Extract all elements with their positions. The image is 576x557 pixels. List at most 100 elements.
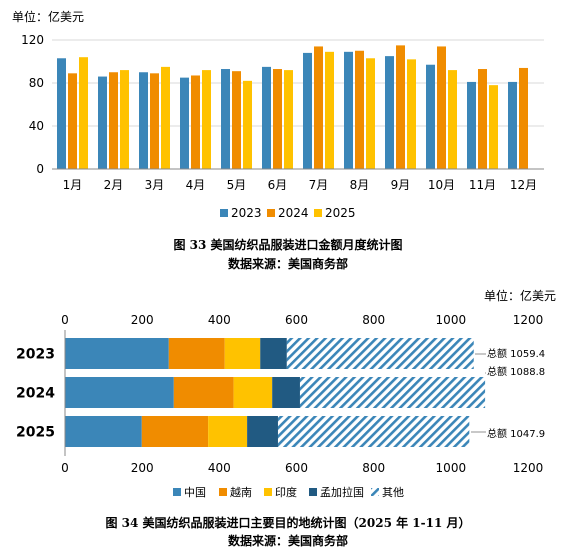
chart1-bar [243,80,252,169]
chart2-bar-segment [233,377,273,408]
chart2-x-tick-label-top: 600 [285,313,308,327]
chart2-category-labels: 2023 2024 2025 [16,347,55,441]
chart1-bar [262,66,271,169]
chart1-bar [437,46,446,170]
chart1-bar [508,81,517,169]
chart2-source: 数据来源：美国商务部 [228,533,348,548]
monthly-import-chart: 单位：亿美元 0 40 80 120 1月 2月 3月 4月 5月 6月 7月 8月 9月 10月 11月… [12,9,544,271]
chart2-bar-segment [65,416,142,447]
chart2-x-tick-label-bottom: 600 [285,461,308,475]
chart1-bar [221,69,230,169]
chart2-legend-swatch [371,488,379,496]
chart1-y-tick-label: 40 [29,119,44,133]
chart2-category-label: 2024 [16,386,55,402]
chart1-caption: 图 33 美国纺织品服装进口金额月度统计图 [173,237,402,252]
chart2-x-tick-label-top: 1200 [513,313,544,327]
chart2-x-tick-label-bottom: 0 [61,461,69,475]
chart1-legend-swatch [220,209,228,217]
chart2-bar-segment [272,377,300,408]
chart2-legend-label: 孟加拉国 [320,485,364,499]
chart1-bar [68,73,77,169]
chart2-bar-segment [247,416,278,447]
chart1-x-tick-label: 4月 [186,178,206,192]
chart1-bar [109,72,118,169]
chart2-legend-swatch [173,488,181,496]
chart1-bar [303,52,312,169]
chart1-bar [191,75,200,169]
chart2-total-label: 总额 1088.8 [487,365,545,378]
chart2-bar-segment [299,377,486,408]
chart2-x-tick-label-bottom: 1200 [513,461,544,475]
chart2-x-tick-label-bottom: 800 [362,461,385,475]
chart2-x-tick-label-top: 1000 [436,313,467,327]
chart1-bar [150,73,159,169]
chart1-bar [366,58,375,169]
chart1-bar [448,70,457,169]
chart1-bar [284,70,293,169]
chart2-unit-label: 单位：亿美元 [484,288,556,303]
chart1-bar [79,57,88,170]
chart1-x-ticks: 1月 2月 3月 4月 5月 6月 7月 8月 9月 10月 11月 12月 [63,178,537,192]
chart1-y-tick-label: 120 [21,33,44,47]
chart2-x-tick-label-bottom: 200 [131,461,154,475]
chart2-total-label: 总额 1059.4 [487,347,545,360]
chart2-bar-segment [141,416,209,447]
chart1-x-tick-label: 12月 [510,178,537,192]
chart1-bar [519,67,528,169]
chart2-bar-segment [65,338,169,369]
chart2-x-tick-label-top: 800 [362,313,385,327]
chart1-bar [344,51,353,170]
chart1-unit-label: 单位：亿美元 [12,9,84,24]
chart2-category-label: 2023 [16,347,55,363]
destination-stacked-chart: 单位：亿美元 0 200 400 600 800 1000 1200 20232024202… [16,288,556,548]
chart2-bar-segment [208,416,248,447]
chart1-bar [180,77,189,169]
chart2-x-tick-label-top: 0 [61,313,69,327]
chart1-source: 数据来源：美国商务部 [228,256,348,271]
chart2-x-ticks-top: 0 200 400 600 800 1000 1200 [61,313,543,327]
chart2-bar-segment [65,377,174,408]
chart2-bars [65,338,486,447]
chart2-total-label: 总额 1047.9 [487,427,545,440]
chart2-x-tick-label-top: 200 [131,313,154,327]
chart2-legend-label: 越南 [230,485,252,499]
chart1-bar [314,46,323,170]
chart2-legend-label: 其他 [382,486,404,499]
chart2-bar-segment [224,338,261,369]
chart1-x-tick-label: 8月 [350,178,370,192]
chart1-x-tick-label: 1月 [63,178,83,192]
chart1-x-tick-label: 7月 [309,178,329,192]
chart2-legend-swatch [219,488,227,496]
chart1-legend-swatch [314,209,322,217]
chart1-bar [98,76,107,169]
chart1-legend-label: 2023 [231,206,262,220]
chart2-x-tick-label-bottom: 1000 [436,461,467,475]
chart1-bar [325,51,334,170]
chart2-bar-segment [173,377,234,408]
chart2-bar-segment [286,338,474,369]
chart2-legend: 中国 越南 印度 孟加拉国 其他 [173,485,404,499]
chart2-x-ticks-bottom: 0 200 400 600 800 1000 1200 [61,461,543,475]
chart1-bar [202,70,211,169]
chart2-legend-label: 中国 [184,486,206,499]
chart1-bar [407,59,416,169]
chart1-bar [139,72,148,169]
chart1-bar [120,70,129,169]
chart2-x-tick-label-bottom: 400 [208,461,231,475]
chart1-x-tick-label: 10月 [428,178,455,192]
chart2-bar-segment [260,338,287,369]
chart1-legend-swatch [267,209,275,217]
chart2-bar-segment [168,338,225,369]
chart2-caption: 图 34 美国纺织品服装进口主要目的地统计图（2025 年 1-11 月） [105,515,470,530]
chart1-bar [232,71,241,169]
chart2-legend-label: 印度 [275,485,297,499]
chart2-total-labels: 总额 1059.4 总额 1088.8 总额 1047.9 [471,347,545,440]
chart1-x-tick-label: 9月 [391,178,411,192]
chart1-legend: 2023 2024 2025 [220,206,356,220]
chart1-bar [467,81,476,169]
chart1-legend-label: 2024 [278,206,309,220]
chart1-y-tick-label: 0 [36,162,44,176]
chart2-legend-swatch [264,488,272,496]
chart1-bar [57,58,66,169]
